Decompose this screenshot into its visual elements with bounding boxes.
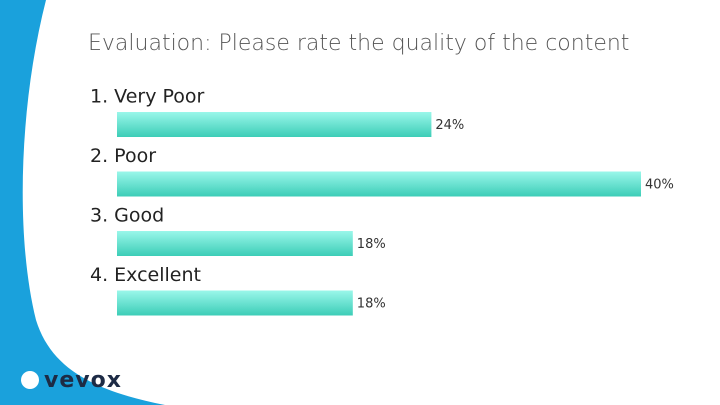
category-label: 3. Good (90, 205, 164, 227)
bar (117, 231, 353, 256)
category-label: 4. Excellent (90, 264, 201, 286)
value-label: 18% (357, 237, 386, 252)
category-label: 2. Poor (90, 145, 156, 167)
plot: 1. Very Poor 24% 2. Poor 40% 3. Good 18% 4. Ex… (90, 86, 674, 316)
bubble-shape (0, 0, 165, 405)
logo-icon (21, 371, 39, 389)
logo-text: vevox (44, 368, 122, 393)
value-label: 24% (435, 118, 464, 133)
bar (117, 171, 641, 197)
bar (117, 112, 432, 137)
category-label: 1. Very Poor (90, 86, 205, 108)
bar (117, 290, 353, 316)
value-label: 40% (645, 178, 674, 193)
value-label: 18% (357, 297, 386, 312)
chart-title: Evaluation: Please rate the quality of t… (88, 31, 629, 56)
